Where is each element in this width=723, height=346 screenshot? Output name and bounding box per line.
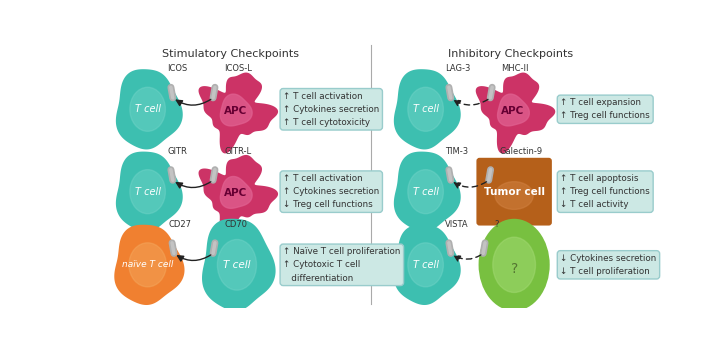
Text: Galectin-9: Galectin-9 — [500, 147, 543, 156]
FancyBboxPatch shape — [476, 158, 552, 226]
Text: T cell: T cell — [413, 104, 439, 114]
Text: ↑ T cell apoptosis
↑ Treg cell functions
↓ T cell activity: ↑ T cell apoptosis ↑ Treg cell functions… — [560, 174, 650, 209]
Ellipse shape — [218, 239, 257, 290]
Ellipse shape — [495, 182, 533, 209]
Polygon shape — [116, 69, 183, 149]
Text: T cell: T cell — [223, 260, 251, 270]
Polygon shape — [497, 94, 529, 126]
Polygon shape — [394, 69, 461, 149]
Polygon shape — [199, 73, 278, 153]
Text: CD70: CD70 — [224, 220, 247, 229]
Text: CD27: CD27 — [168, 220, 191, 229]
Text: T cell: T cell — [134, 187, 161, 197]
Text: ↑ Naïve T cell proliferation
↑ Cytotoxic T cell
   differentiation: ↑ Naïve T cell proliferation ↑ Cytotoxic… — [283, 247, 401, 283]
Text: LAG-3: LAG-3 — [445, 64, 471, 73]
Text: GITR-L: GITR-L — [224, 147, 252, 156]
Text: ↑ T cell activation
↑ Cytokines secretion
↑ T cell cytotoxicity: ↑ T cell activation ↑ Cytokines secretio… — [283, 92, 380, 127]
Text: ↑ T cell activation
↑ Cytokines secretion
↓ Treg cell functions: ↑ T cell activation ↑ Cytokines secretio… — [283, 174, 380, 209]
Polygon shape — [221, 94, 252, 126]
Text: ?: ? — [510, 262, 518, 276]
Text: VISTA: VISTA — [445, 220, 469, 229]
Text: ↓ Cytokines secretion
↓ T cell proliferation: ↓ Cytokines secretion ↓ T cell prolifera… — [560, 254, 656, 276]
Text: Inhibitory Checkpoints: Inhibitory Checkpoints — [448, 49, 573, 59]
Text: T cell: T cell — [413, 260, 439, 270]
Ellipse shape — [129, 243, 166, 287]
Text: ICOS-L: ICOS-L — [224, 64, 252, 73]
Text: ?: ? — [495, 220, 499, 229]
Polygon shape — [476, 73, 555, 153]
Text: ICOS: ICOS — [167, 64, 187, 73]
Text: ↑ T cell expansion
↑ Treg cell functions: ↑ T cell expansion ↑ Treg cell functions — [560, 98, 650, 120]
Text: MHC-II: MHC-II — [501, 64, 529, 73]
Ellipse shape — [408, 87, 443, 131]
Text: Stimulatory Checkpoints: Stimulatory Checkpoints — [162, 49, 299, 59]
Polygon shape — [221, 176, 252, 208]
Ellipse shape — [408, 170, 443, 214]
Text: T cell: T cell — [134, 104, 161, 114]
Text: APC: APC — [501, 106, 524, 116]
Polygon shape — [116, 152, 183, 232]
Ellipse shape — [130, 170, 166, 214]
Text: APC: APC — [223, 106, 247, 116]
Polygon shape — [199, 155, 278, 236]
Text: T cell: T cell — [413, 187, 439, 197]
Polygon shape — [114, 225, 184, 305]
Text: naïve T cell: naïve T cell — [122, 260, 174, 269]
Ellipse shape — [408, 243, 443, 287]
Text: GITR: GITR — [167, 147, 187, 156]
Polygon shape — [394, 152, 461, 232]
Ellipse shape — [130, 87, 166, 131]
Polygon shape — [202, 219, 275, 311]
Ellipse shape — [493, 237, 536, 292]
Text: Tumor cell: Tumor cell — [484, 187, 544, 197]
Text: APC: APC — [223, 188, 247, 198]
Polygon shape — [394, 225, 461, 305]
Text: TIM-3: TIM-3 — [445, 147, 469, 156]
Ellipse shape — [479, 219, 549, 311]
